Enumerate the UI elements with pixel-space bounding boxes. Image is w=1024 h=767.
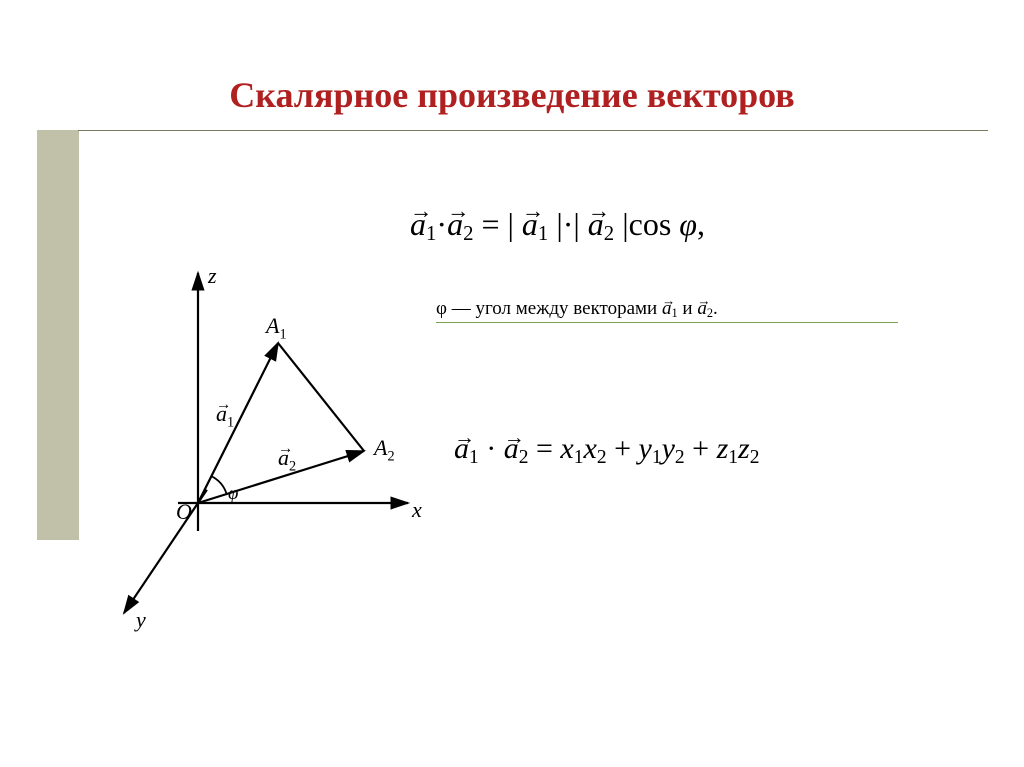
svg-text:A2: A2 — [372, 435, 395, 465]
formula-dot-product-magnitude: →a1·→a2 = | →a1 |·| →a2 |cos φ, — [410, 206, 705, 246]
angle-note: φ — угол между векторами →a1 и →a2. — [436, 298, 718, 321]
svg-text:x: x — [411, 497, 422, 522]
formula-dot-product-coords: →a1 · →a2 = x1x2 + y1y2 + z1z2 — [454, 432, 759, 469]
slide: Скалярное произведение векторов →a1·→a2 … — [0, 0, 1024, 767]
svg-text:→: → — [216, 396, 231, 413]
vector-a1: →a — [410, 206, 426, 243]
sidebar-accent — [37, 130, 79, 540]
page-title: Скалярное произведение векторов — [0, 74, 1024, 116]
vector-a2: →a — [447, 206, 463, 243]
svg-text:O: O — [176, 499, 192, 524]
svg-text:z: z — [207, 263, 217, 288]
note-underline — [436, 322, 898, 323]
svg-text:φ: φ — [228, 483, 238, 504]
connector-a1a2 — [278, 343, 364, 451]
vector-a1-line — [198, 343, 278, 503]
svg-text:→: → — [278, 440, 293, 457]
svg-text:y: y — [134, 607, 146, 632]
svg-text:A1: A1 — [264, 313, 287, 343]
angle-arc — [211, 476, 226, 494]
coordinate-diagram: zxya1→a2→A1A2Oφ — [110, 255, 434, 645]
title-underline — [78, 130, 988, 131]
